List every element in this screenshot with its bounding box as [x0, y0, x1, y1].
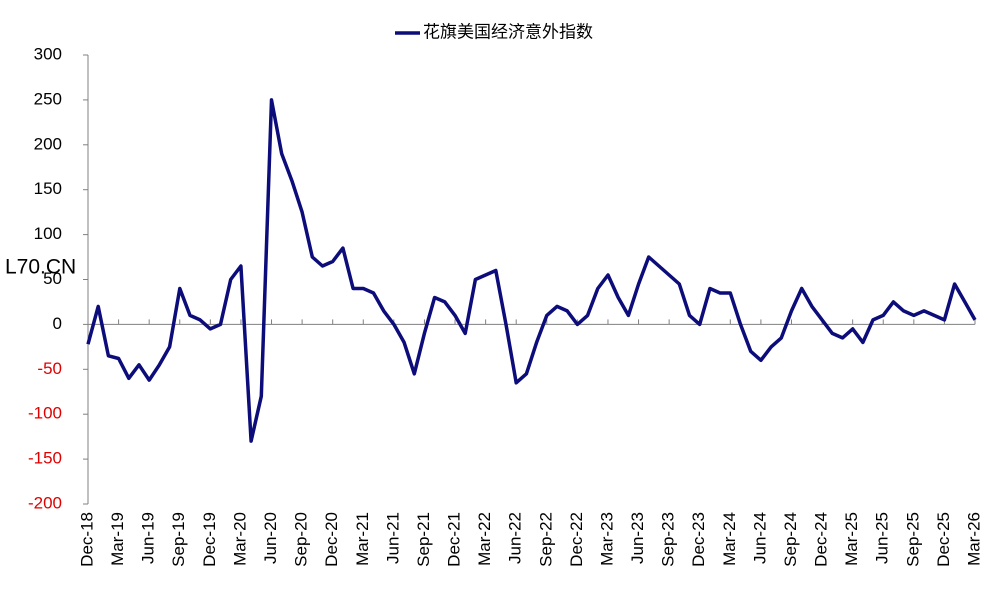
x-tick-label: Jun-22 — [506, 512, 525, 564]
x-tick-label: Mar-19 — [108, 512, 127, 566]
x-tick-label: Dec-22 — [567, 512, 586, 567]
x-tick-label: Sep-20 — [292, 512, 311, 567]
line — [86, 98, 977, 443]
y-tick-label: 100 — [34, 224, 62, 243]
x-tick-label: Jun-25 — [873, 512, 892, 564]
x-tick-label: Sep-21 — [414, 512, 433, 567]
y-tick-label: -50 — [37, 359, 62, 378]
x-tick-label: Sep-22 — [536, 512, 555, 567]
y-tick-label: -150 — [28, 449, 62, 468]
x-tick-label: Dec-23 — [689, 512, 708, 567]
y-tick-label: 0 — [53, 314, 62, 333]
y-tick-label: 150 — [34, 179, 62, 198]
y-tick-label: -200 — [28, 493, 62, 512]
x-tick-label: Jun-19 — [139, 512, 158, 564]
x-tick-label: Dec-19 — [200, 512, 219, 567]
x-tick-label: Mar-22 — [475, 512, 494, 566]
x-tick-label: Jun-23 — [628, 512, 647, 564]
x-tick-label: Sep-23 — [659, 512, 678, 567]
y-tick-label: 200 — [34, 134, 62, 153]
x-tick-label: Mar-23 — [597, 512, 616, 566]
x-tick-label: Dec-20 — [322, 512, 341, 567]
x-tick-label: Dec-25 — [934, 512, 953, 567]
x-tick-label: Mar-21 — [353, 512, 372, 566]
y-tick-label: 50 — [43, 269, 62, 288]
x-tick-label: Sep-24 — [781, 512, 800, 567]
x-tick-label: Mar-20 — [230, 512, 249, 566]
x-tick-label: Mar-24 — [720, 512, 739, 566]
x-tick-label: Mar-26 — [964, 512, 983, 566]
x-tick-label: Jun-21 — [383, 512, 402, 564]
y-tick-label: 250 — [34, 89, 62, 108]
y-tick-label: -100 — [28, 404, 62, 423]
x-tick-label: Sep-19 — [169, 512, 188, 567]
legend-label: 花旗美国经济意外指数 — [423, 22, 593, 41]
x-tick-label: Mar-25 — [842, 512, 861, 566]
x-tick-label: Jun-24 — [750, 512, 769, 564]
x-tick-label: Dec-24 — [812, 512, 831, 567]
x-tick-label: Sep-25 — [903, 512, 922, 567]
x-tick-label: Dec-18 — [77, 512, 96, 567]
x-tick-label: Dec-21 — [445, 512, 464, 567]
annotation: L70.CN — [5, 256, 76, 279]
x-tick-label: Jun-20 — [261, 512, 280, 564]
y-tick-label: 300 — [34, 44, 62, 63]
